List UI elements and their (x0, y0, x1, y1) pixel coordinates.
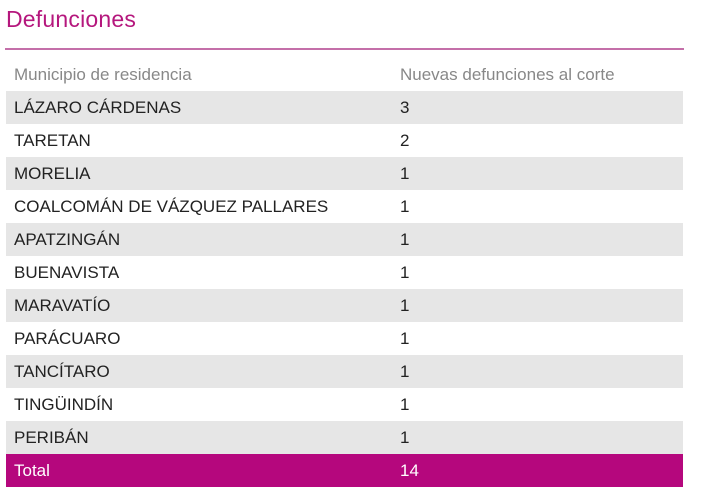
deaths-cell: 1 (400, 395, 410, 414)
table-row: PARÁCUARO 1 (6, 322, 683, 355)
deaths-cell: 1 (400, 263, 410, 282)
table-row: APATZINGÁN 1 (6, 223, 683, 256)
municipality-cell: TANCÍTARO (14, 362, 110, 381)
municipality-cell: TARETAN (14, 131, 91, 150)
total-row: Total 14 (6, 454, 683, 487)
municipality-cell: TINGÜINDÍN (14, 395, 114, 414)
municipality-cell: MARAVATÍO (14, 296, 111, 315)
table-row: MARAVATÍO 1 (6, 289, 683, 322)
table-header-row: Municipio de residencia Nuevas defuncion… (6, 58, 683, 91)
deaths-cell: 2 (400, 131, 410, 150)
deaths-cell: 1 (400, 164, 410, 183)
table-row: MORELIA 1 (6, 157, 683, 190)
deaths-cell: 1 (400, 428, 410, 447)
total-value: 14 (400, 461, 419, 480)
title-divider (5, 48, 684, 50)
municipality-cell: APATZINGÁN (14, 230, 121, 249)
deaths-cell: 1 (400, 296, 410, 315)
header-municipality: Municipio de residencia (14, 65, 192, 84)
municipality-cell: LÁZARO CÁRDENAS (14, 98, 182, 117)
header-new-deaths: Nuevas defunciones al corte (400, 65, 615, 84)
table-row: TANCÍTARO 1 (6, 355, 683, 388)
municipality-cell: COALCOMÁN DE VÁZQUEZ PALLARES (14, 197, 329, 216)
table-row: PERIBÁN 1 (6, 421, 683, 454)
deaths-cell: 1 (400, 197, 410, 216)
deaths-cell: 1 (400, 329, 410, 348)
section-title: Defunciones (6, 6, 137, 32)
table-row: LÁZARO CÁRDENAS 3 (6, 91, 683, 124)
table-row: TARETAN 2 (6, 124, 683, 157)
municipality-cell: MORELIA (14, 164, 91, 183)
table-row: BUENAVISTA 1 (6, 256, 683, 289)
municipality-cell: PARÁCUARO (14, 329, 121, 348)
deaths-cell: 3 (400, 98, 410, 117)
deaths-cell: 1 (400, 230, 410, 249)
municipality-cell: BUENAVISTA (14, 263, 120, 282)
deaths-table: Municipio de residencia Nuevas defuncion… (6, 58, 683, 487)
table-row: COALCOMÁN DE VÁZQUEZ PALLARES 1 (6, 190, 683, 223)
total-label: Total (14, 461, 50, 480)
deaths-cell: 1 (400, 362, 410, 381)
table-row: TINGÜINDÍN 1 (6, 388, 683, 421)
municipality-cell: PERIBÁN (14, 428, 89, 447)
